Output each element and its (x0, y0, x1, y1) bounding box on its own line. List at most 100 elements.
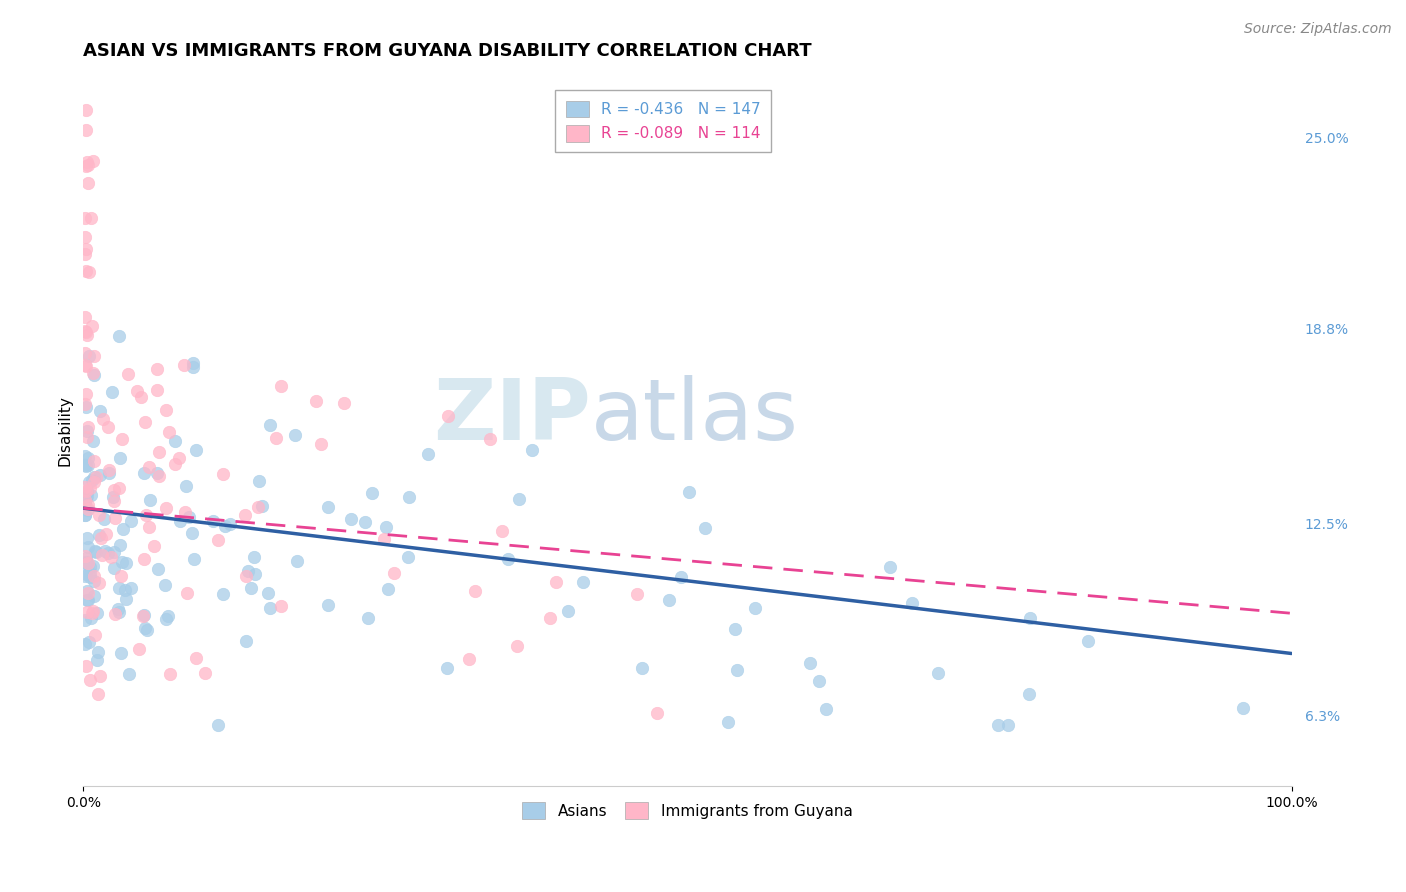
Point (73, 613, 96, 627)
Point (155, 403, 177, 417)
Point (93, 544, 115, 558)
Point (82, 606, 104, 620)
Point (257, 585, 280, 599)
Point (75, 491, 97, 506)
Text: ZIP: ZIP (433, 376, 591, 458)
Point (73, 310, 96, 325)
Point (678, 484, 700, 499)
Point (458, 652, 481, 666)
Point (305, 393, 328, 408)
Point (120, 581, 142, 595)
Point (1018, 687, 1040, 701)
Point (104, 607, 127, 621)
Point (77, 557, 100, 571)
Point (669, 570, 692, 584)
Point (75, 211, 97, 225)
Point (101, 385, 124, 400)
Point (77, 265, 100, 279)
Point (118, 667, 141, 681)
Point (176, 586, 198, 600)
Point (103, 494, 125, 508)
Point (183, 356, 205, 370)
Point (879, 560, 901, 574)
Point (73, 345, 96, 359)
Point (252, 499, 274, 513)
Point (90, 531, 112, 545)
Point (377, 582, 399, 596)
Point (97, 546, 120, 560)
Point (508, 492, 530, 507)
Point (373, 532, 395, 546)
Point (79, 610, 101, 624)
Point (79, 481, 101, 495)
Point (110, 569, 132, 583)
Point (155, 612, 177, 626)
Point (110, 555, 132, 569)
Point (218, 516, 240, 531)
Point (76, 605, 98, 619)
Point (75, 123, 97, 137)
Y-axis label: Disability: Disability (58, 395, 72, 467)
Point (155, 500, 177, 515)
Point (557, 604, 579, 618)
Point (311, 437, 333, 451)
Point (1018, 611, 1040, 625)
Point (987, 717, 1010, 731)
Point (173, 504, 195, 518)
Point (180, 525, 202, 540)
Point (79, 211, 101, 225)
Point (153, 578, 176, 592)
Point (76, 502, 98, 516)
Point (247, 474, 270, 488)
Point (167, 450, 190, 465)
Point (73, 508, 96, 523)
Point (201, 514, 224, 528)
Point (181, 360, 204, 375)
Text: ASIAN VS IMMIGRANTS FROM GUYANA DISABILITY CORRELATION CHART: ASIAN VS IMMIGRANTS FROM GUYANA DISABILI… (83, 42, 811, 60)
Point (207, 717, 229, 731)
Point (89, 669, 111, 683)
Point (87, 645, 110, 659)
Point (270, 599, 292, 614)
Point (79, 560, 101, 574)
Point (357, 610, 380, 624)
Point (340, 512, 363, 526)
Point (108, 481, 131, 495)
Point (75, 480, 97, 494)
Point (478, 433, 501, 447)
Point (236, 564, 259, 578)
Point (76, 503, 98, 517)
Point (184, 443, 207, 458)
Point (169, 514, 191, 528)
Point (73, 637, 96, 651)
Point (89, 404, 111, 418)
Point (76, 430, 98, 444)
Point (332, 396, 354, 410)
Point (76, 583, 98, 598)
Point (83, 574, 105, 589)
Point (77, 593, 100, 607)
Point (285, 554, 308, 568)
Point (375, 520, 398, 534)
Point (173, 358, 195, 372)
Point (491, 524, 513, 539)
Point (84, 545, 107, 559)
Point (240, 582, 263, 596)
Point (214, 519, 236, 533)
Point (117, 368, 139, 382)
Point (83, 543, 105, 558)
Point (544, 574, 567, 589)
Point (235, 569, 257, 583)
Point (284, 427, 307, 442)
Point (76, 489, 98, 503)
Point (83, 569, 105, 583)
Point (75, 659, 97, 673)
Point (76, 425, 98, 439)
Point (436, 661, 458, 675)
Point (77, 349, 100, 363)
Point (134, 608, 156, 623)
Point (398, 490, 420, 504)
Point (235, 633, 257, 648)
Point (83, 475, 105, 489)
Point (82, 434, 104, 448)
